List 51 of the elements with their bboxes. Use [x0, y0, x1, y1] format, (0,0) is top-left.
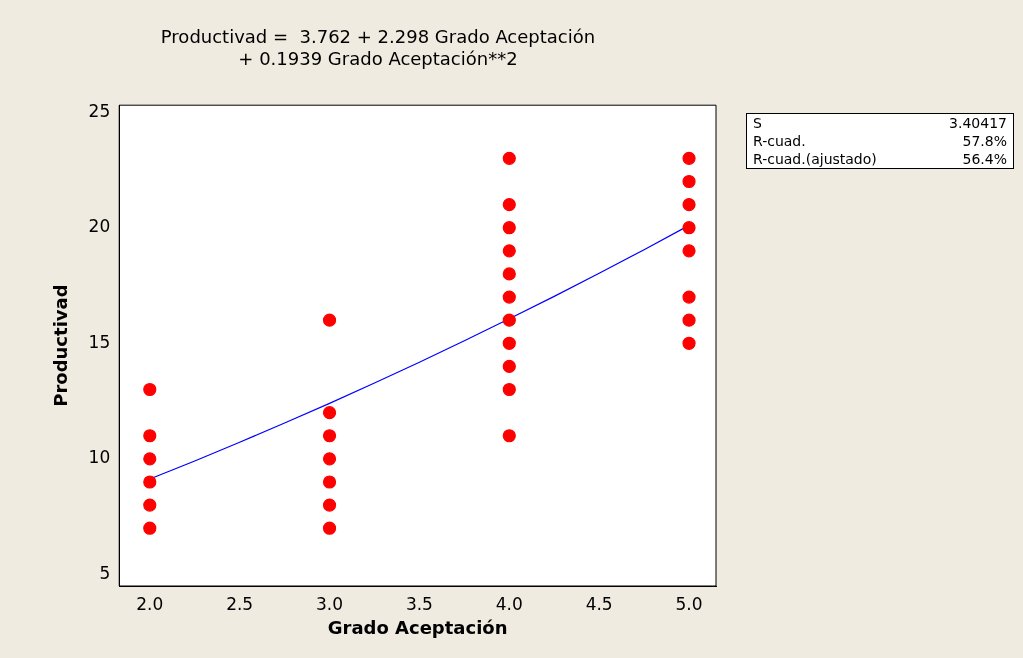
point	[502, 429, 516, 443]
point	[502, 267, 516, 281]
point	[143, 521, 157, 535]
point	[502, 244, 516, 258]
y-tick-label: 15	[88, 331, 111, 352]
point	[682, 290, 696, 304]
chart-subtitle: + 0.1939 Grado Aceptación**2	[238, 48, 518, 70]
point	[682, 313, 696, 327]
point	[143, 429, 157, 443]
y-axis-title: Productivad	[50, 284, 72, 407]
point	[143, 452, 157, 466]
y-tick-label: 20	[88, 216, 111, 237]
x-tick-label: 3.0	[316, 593, 344, 614]
x-tick-label: 4.5	[585, 593, 613, 614]
y-tick-label: 25	[88, 100, 111, 121]
point	[502, 313, 516, 327]
text: R-cuad. 57.8%	[753, 133, 1007, 149]
point	[502, 336, 516, 350]
point	[502, 151, 516, 165]
point	[143, 382, 157, 397]
point	[502, 359, 516, 373]
point	[322, 406, 337, 420]
point	[502, 382, 516, 397]
chart-title: Productivad = 3.762 + 2.298 Grado Aceptación	[160, 26, 596, 48]
point	[502, 290, 516, 304]
point	[322, 429, 337, 443]
point	[322, 452, 337, 466]
point	[322, 313, 337, 327]
point	[322, 498, 337, 512]
point	[502, 198, 516, 212]
point	[322, 475, 337, 489]
point	[682, 221, 696, 235]
text: R-cuad.(ajustado) 56.4%	[753, 151, 1007, 167]
point	[682, 151, 696, 165]
x-axis-title: Grado Aceptación	[327, 616, 508, 638]
x-tick-label: 2.5	[226, 593, 254, 614]
point	[322, 521, 337, 535]
point	[682, 244, 696, 258]
point	[682, 198, 696, 212]
x-tick-label: 5.0	[675, 593, 703, 614]
x-tick-label: 2.0	[136, 593, 164, 614]
text: S 3.40417	[753, 115, 1007, 131]
point	[682, 336, 696, 350]
x-tick-label: 4.0	[495, 593, 523, 614]
point	[143, 498, 157, 512]
point	[143, 475, 157, 489]
y-tick-label: 5	[99, 562, 111, 583]
y-tick-label: 10	[88, 447, 111, 468]
x-tick-label: 3.5	[405, 593, 433, 614]
point	[502, 221, 516, 235]
point	[682, 174, 696, 189]
